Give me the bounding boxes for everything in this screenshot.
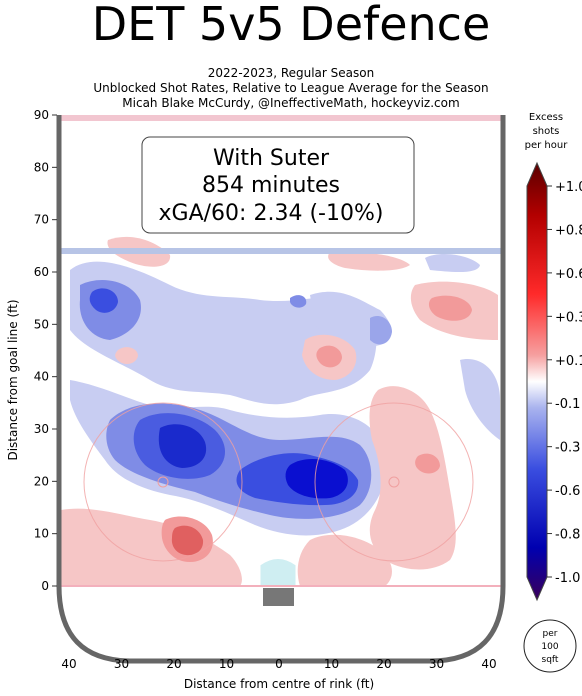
rink-surface bbox=[61, 115, 501, 660]
subtitle-author: Micah Blake McCurdy, @IneffectiveMath, h… bbox=[122, 96, 460, 110]
colorbar-tick-label: +0.8 bbox=[555, 223, 582, 238]
contour-neg-mid-small bbox=[290, 295, 307, 308]
colorbar-title-2: shots bbox=[533, 126, 560, 137]
faceoff-dot-left bbox=[157, 476, 169, 488]
colorbar-tick-label: +1.0 bbox=[555, 180, 582, 195]
goal-net bbox=[263, 588, 294, 606]
y-tick-label: 0 bbox=[41, 579, 49, 593]
annotation-line-1: With Suter bbox=[213, 146, 330, 171]
colorbar-unit-circle bbox=[523, 619, 577, 673]
faceoff-circle-left bbox=[83, 402, 243, 562]
contour-pos-weak-small bbox=[115, 347, 138, 364]
contour-neg-deep-topleft bbox=[89, 288, 118, 313]
colorbar-tick-label: -0.6 bbox=[555, 484, 580, 499]
x-tick-label: 10 bbox=[324, 657, 339, 671]
y-tick-label: 40 bbox=[34, 370, 49, 384]
contour-pos-weak-bottomright bbox=[297, 534, 392, 586]
contour-pos-strong-lowleft bbox=[171, 525, 204, 556]
x-tick-label: 40 bbox=[61, 657, 76, 671]
x-tick-label: 10 bbox=[219, 657, 234, 671]
colorbar: Excess shots per hour +1.0 +0.8 +0.6 +0.3 +0… bbox=[523, 112, 582, 673]
x-tick-label: 0 bbox=[275, 657, 283, 671]
annotation-box: With Suter 854 minutes xGA/60: 2.34 (-10… bbox=[141, 136, 415, 234]
faceoff-circle-right bbox=[314, 402, 474, 562]
x-tick-label: 30 bbox=[429, 657, 444, 671]
colorbar-title-1: Excess bbox=[529, 112, 563, 123]
colorbar-tick-label: -0.1 bbox=[555, 397, 580, 412]
contour-pos-weak-lowleft bbox=[61, 578, 200, 586]
y-tick-label: 70 bbox=[34, 213, 49, 227]
colorbar-tick-label: +0.1 bbox=[555, 354, 582, 369]
x-tick-label: 20 bbox=[166, 657, 181, 671]
colorbar-unit-2: 100 bbox=[541, 642, 558, 652]
colorbar-tick-label: -0.3 bbox=[555, 441, 580, 456]
faceoff-dot-right bbox=[388, 476, 400, 488]
contour-neg-weak-main bbox=[70, 261, 377, 405]
x-tick-label: 30 bbox=[114, 657, 129, 671]
goal-crease bbox=[259, 558, 297, 587]
contour-pos-weak-rightband bbox=[369, 386, 456, 570]
x-tick-label: 20 bbox=[376, 657, 391, 671]
contour-neg-deep-center bbox=[285, 458, 348, 499]
x-axis-label: Distance from centre of rink (ft) bbox=[184, 677, 374, 691]
contour-pos-mid-topright bbox=[428, 295, 472, 321]
y-axis-label: Distance from goal line (ft) bbox=[6, 299, 20, 460]
colorbar-unit-3: sqft bbox=[542, 655, 559, 665]
colorbar-bar bbox=[526, 161, 548, 602]
subtitle-description: Unblocked Shot Rates, Relative to League… bbox=[93, 81, 489, 95]
subtitle-season: 2022-2023, Regular Season bbox=[207, 66, 375, 80]
x-tick-label: 40 bbox=[481, 657, 496, 671]
annotation-line-3: xGA/60: 2.34 (-10%) bbox=[159, 201, 384, 226]
contour-pos-mid-mid bbox=[316, 345, 342, 368]
chart-subtitle: 2022-2023, Regular Season Unblocked Shot… bbox=[0, 66, 582, 111]
y-tick-label: 30 bbox=[34, 422, 49, 436]
colorbar-tick-label: -1.0 bbox=[555, 571, 580, 586]
colorbar-title-3: per hour bbox=[525, 140, 569, 151]
contour-pos-weak-bottom bbox=[61, 508, 242, 586]
y-tick-label: 20 bbox=[34, 474, 49, 488]
y-tick-label: 10 bbox=[34, 527, 49, 541]
contour-pos-weak-top bbox=[328, 251, 410, 271]
y-tick-label: 60 bbox=[34, 265, 49, 279]
y-tick-label: 80 bbox=[34, 160, 49, 174]
colorbar-tick-label: -0.8 bbox=[555, 528, 580, 543]
contour-neg-mid-right bbox=[370, 315, 392, 345]
boards bbox=[56, 115, 506, 664]
shot-rate-contours bbox=[61, 236, 500, 587]
contour-neg-weak-rightedge bbox=[460, 359, 500, 440]
y-axis-ticks: 0 10 20 30 40 50 60 70 80 90 bbox=[34, 108, 57, 593]
x-axis-ticks: 40 30 20 10 0 10 20 30 40 bbox=[61, 657, 496, 671]
chart-title: DET 5v5 Defence bbox=[91, 0, 491, 51]
contour-pos-mid-right bbox=[415, 453, 440, 474]
colorbar-unit-1: per bbox=[543, 629, 558, 639]
y-tick-label: 90 bbox=[34, 108, 49, 122]
colorbar-tick-label: +0.3 bbox=[555, 310, 582, 325]
colorbar-tick-label: +0.6 bbox=[555, 267, 582, 282]
blue-line bbox=[61, 248, 501, 254]
y-tick-label: 50 bbox=[34, 317, 49, 331]
contour-neg-deep-left bbox=[158, 424, 207, 468]
top-line bbox=[57, 115, 503, 121]
annotation-frame bbox=[141, 136, 415, 234]
contour-neg-weak-topright bbox=[425, 254, 480, 273]
annotation-line-2: 854 minutes bbox=[202, 173, 340, 198]
